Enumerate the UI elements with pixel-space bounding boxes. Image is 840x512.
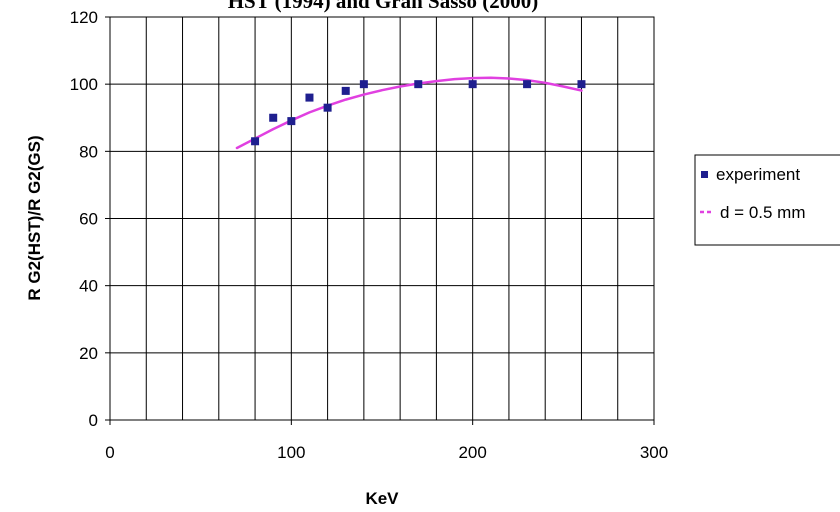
data-point-experiment bbox=[577, 80, 586, 89]
x-tick-label: 100 bbox=[277, 443, 305, 462]
chart-title: HST (1994) and Gran Sasso (2000) bbox=[228, 0, 539, 13]
grid bbox=[110, 16, 654, 420]
data-point-experiment bbox=[414, 80, 423, 89]
data-point-experiment bbox=[269, 113, 278, 122]
x-tick-label: 200 bbox=[458, 443, 486, 462]
data-point-experiment bbox=[251, 137, 260, 146]
x-axis-label: KeV bbox=[365, 489, 399, 508]
y-tick-label: 100 bbox=[70, 75, 98, 94]
data-point-experiment bbox=[523, 80, 532, 89]
legend-label-d: d = 0.5 mm bbox=[720, 203, 806, 222]
legend-box bbox=[694, 154, 840, 246]
legend: experiment d = 0.5 mm bbox=[694, 154, 840, 246]
y-tick-label: 60 bbox=[79, 210, 98, 229]
y-axis-label: R G2(HST)/R G2(GS) bbox=[25, 135, 44, 300]
data-point-experiment bbox=[359, 80, 368, 89]
y-tick-label: 0 bbox=[89, 411, 98, 430]
legend-marker-experiment bbox=[701, 171, 708, 178]
legend-label-experiment: experiment bbox=[716, 165, 800, 184]
data-point-experiment bbox=[341, 86, 350, 95]
data-point-experiment bbox=[323, 103, 332, 112]
series bbox=[235, 76, 586, 150]
y-tick-label: 40 bbox=[79, 277, 98, 296]
data-point-experiment bbox=[305, 93, 314, 102]
data-point-experiment bbox=[468, 80, 477, 89]
x-tick-label: 300 bbox=[640, 443, 668, 462]
x-tick-label: 0 bbox=[105, 443, 114, 462]
series-line-d-0-5mm bbox=[235, 76, 583, 150]
data-point-experiment bbox=[287, 117, 296, 126]
y-tick-label: 120 bbox=[70, 8, 98, 27]
y-tick-label: 20 bbox=[79, 344, 98, 363]
axis-ticks: 0 20 40 60 80 100 120 0 100 200 300 bbox=[70, 8, 669, 462]
y-tick-label: 80 bbox=[79, 142, 98, 161]
